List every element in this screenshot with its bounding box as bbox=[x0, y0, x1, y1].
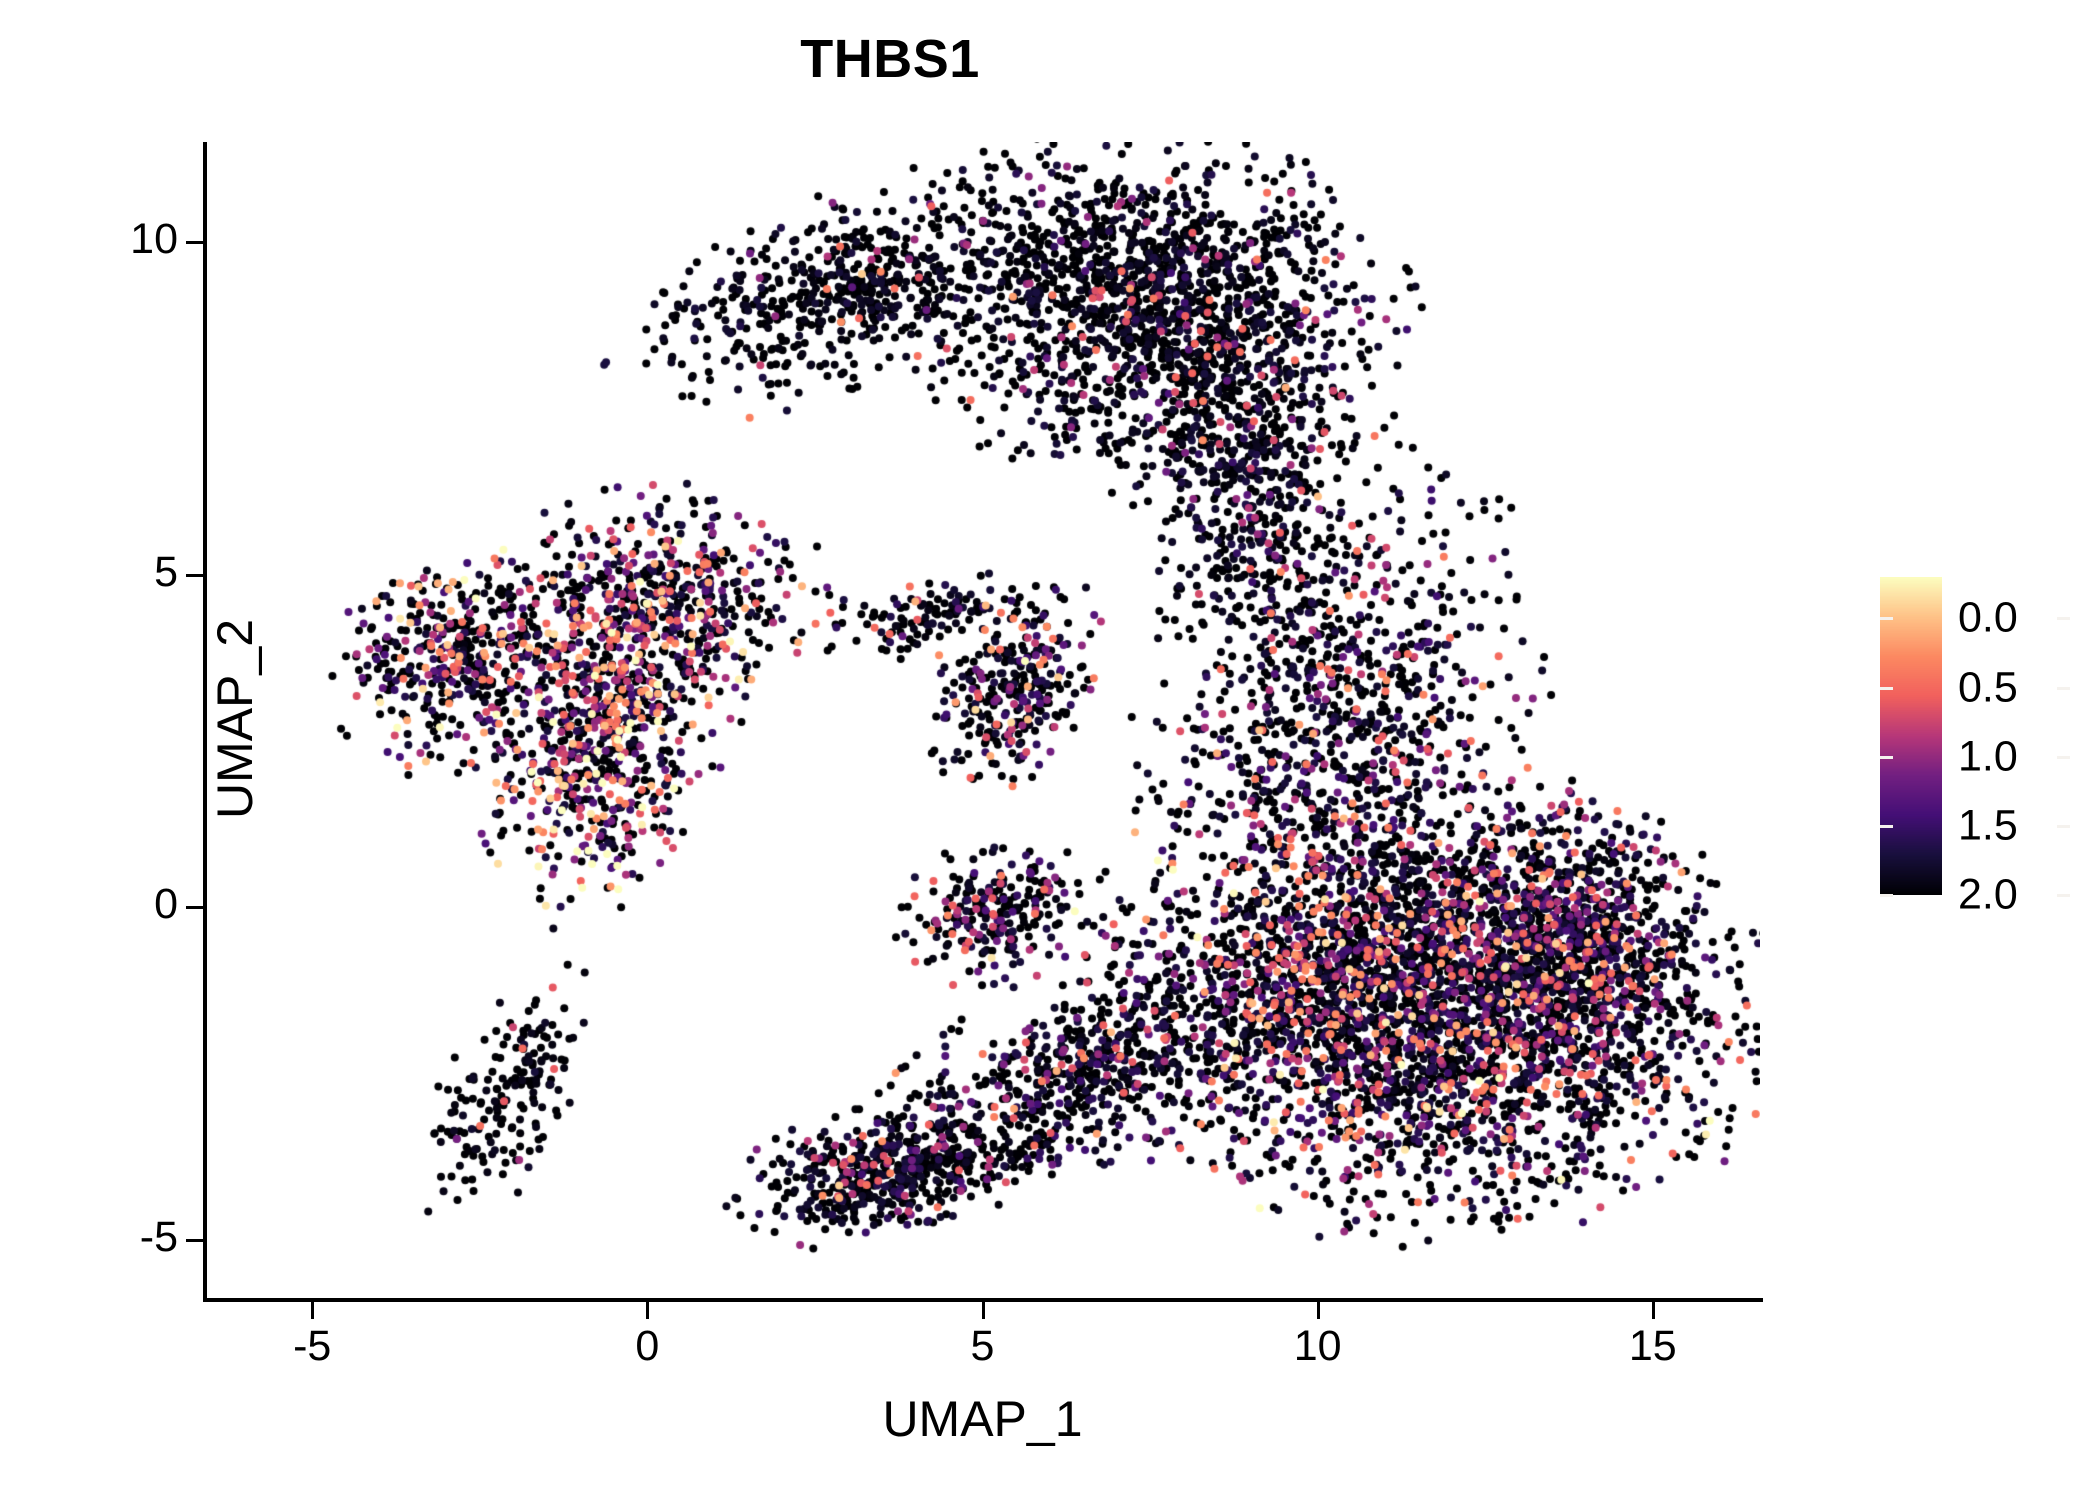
x-tick-mark bbox=[311, 1302, 315, 1319]
x-tick-mark bbox=[981, 1302, 985, 1319]
colorbar-tick-mark bbox=[2057, 755, 2070, 759]
colorbar-tick-mark bbox=[2057, 686, 2070, 690]
color-legend: 2.0 1.5 1.0 0.5 0.0 bbox=[1880, 577, 2070, 919]
y-tick-label: 10 bbox=[130, 214, 178, 263]
colorbar-tick-label: 0.0 bbox=[1958, 593, 2018, 642]
colorbar-tick-mark bbox=[1880, 686, 1893, 690]
colorbar-tick-mark bbox=[2057, 894, 2070, 897]
colorbar-tick-mark bbox=[2057, 617, 2070, 621]
x-tick-label: -5 bbox=[293, 1322, 332, 1370]
colorbar-tick-label: 0.5 bbox=[1958, 663, 2018, 712]
x-tick-label: 0 bbox=[635, 1322, 660, 1370]
y-axis-title: UMAP_2 bbox=[207, 618, 263, 820]
y-tick-label: 0 bbox=[154, 880, 178, 929]
colorbar-tick-mark bbox=[1880, 755, 1893, 759]
x-tick-label: 10 bbox=[1293, 1322, 1342, 1370]
x-tick-label: 15 bbox=[1628, 1322, 1677, 1370]
y-tick-mark bbox=[186, 240, 203, 244]
scatter-points-canvas bbox=[205, 142, 1760, 1300]
colorbar-tick-mark bbox=[2057, 824, 2070, 828]
colorbar-tick-mark bbox=[1880, 824, 1893, 828]
page-title: THBS1 bbox=[800, 29, 980, 89]
colorbar-gradient bbox=[1880, 577, 1942, 895]
colorbar-tick-label: 1.0 bbox=[1958, 732, 2018, 781]
colorbar-tick-mark bbox=[1880, 617, 1893, 621]
x-axis-line bbox=[203, 1298, 1763, 1302]
y-tick-mark bbox=[186, 906, 203, 910]
colorbar-tick-label: 2.0 bbox=[1958, 870, 2018, 919]
x-tick-mark bbox=[1316, 1302, 1320, 1319]
y-tick-mark bbox=[186, 1239, 203, 1243]
plot-panel bbox=[205, 142, 1760, 1300]
colorbar-tick-label: 1.5 bbox=[1958, 801, 2018, 850]
colorbar-tick-mark bbox=[1880, 894, 1893, 897]
y-tick-mark bbox=[186, 573, 203, 577]
y-tick-label: -5 bbox=[139, 1213, 178, 1262]
x-tick-mark bbox=[646, 1302, 650, 1319]
y-axis-line bbox=[203, 142, 207, 1302]
y-tick-label: 5 bbox=[154, 547, 178, 596]
x-tick-label: 5 bbox=[970, 1322, 995, 1370]
x-axis-title: UMAP_1 bbox=[882, 1391, 1083, 1447]
x-tick-mark bbox=[1651, 1302, 1655, 1319]
